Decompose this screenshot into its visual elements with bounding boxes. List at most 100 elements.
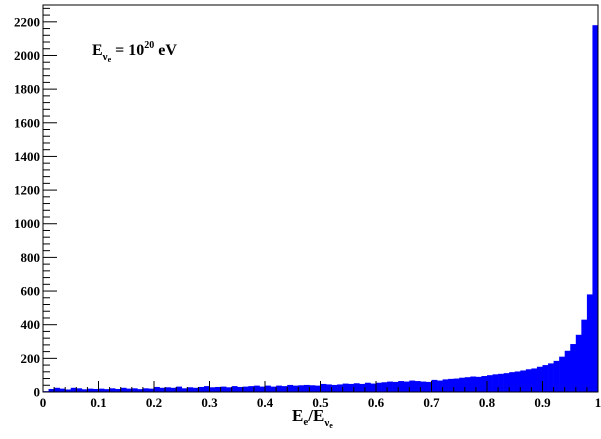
x-tick-label: 0.5 (312, 395, 329, 410)
x-tick-label: 1 (595, 395, 601, 410)
x-label-den-sub1: ν (323, 417, 329, 429)
x-tick-label: 0.9 (534, 395, 551, 410)
histogram-bar (309, 385, 316, 392)
histogram-bar (198, 386, 205, 392)
histogram-bar (170, 387, 177, 392)
histogram-bar (176, 386, 183, 392)
histogram-bar (220, 386, 227, 392)
histogram-bar (259, 386, 266, 392)
x-tick-label: 0.6 (368, 395, 385, 410)
histogram-bar (181, 388, 188, 392)
histogram-bar (253, 385, 260, 392)
histogram-bar (203, 386, 210, 392)
y-tick-label: 1000 (14, 216, 40, 231)
y-tick-label: 1200 (14, 183, 40, 198)
histogram-bar (475, 376, 482, 392)
histogram-bar (398, 381, 405, 392)
histogram-bar (570, 344, 577, 392)
histogram-bar (420, 381, 427, 392)
x-tick-label: 0.7 (423, 395, 440, 410)
histogram-bar (192, 387, 199, 392)
y-tick-label: 200 (21, 351, 41, 366)
annotation-lhs-base: E (92, 42, 103, 59)
histogram-bar (148, 388, 155, 392)
histogram-bar (592, 25, 599, 392)
histogram-bar (320, 383, 327, 392)
histogram-bar (120, 387, 127, 392)
histogram-bar (209, 387, 216, 392)
histogram-bar (215, 386, 221, 392)
annotation-lhs-sub1: ν (102, 51, 108, 63)
ticks-layer (42, 7, 599, 393)
annotation-rhs-unit: eV (154, 42, 177, 59)
histogram-bar (187, 387, 194, 392)
y-tick-label: 800 (21, 250, 41, 265)
histogram-bar (492, 374, 499, 392)
histogram-bar (281, 386, 288, 392)
histogram-bar (359, 383, 366, 392)
histogram-bar (242, 386, 249, 392)
histogram-bar (531, 368, 538, 392)
histogram-bar (376, 382, 382, 392)
histogram-bar (403, 381, 410, 392)
histogram-bar (292, 385, 299, 392)
histogram-bar (442, 379, 449, 392)
histogram-bar (270, 386, 277, 392)
y-tick-label: 2000 (14, 48, 40, 63)
histogram-bar (414, 381, 421, 392)
histogram-bar (409, 380, 416, 392)
x-label-num-sub: e (303, 416, 308, 428)
histogram-bar (142, 388, 149, 392)
histogram-bar (487, 375, 493, 392)
histogram-bar (303, 384, 310, 392)
histogram-bar (387, 381, 393, 392)
histogram-bar (314, 385, 321, 392)
histogram-bar (542, 365, 549, 392)
histogram-bar (437, 380, 443, 392)
histogram-bar (498, 373, 504, 392)
annotation-rhs-sup: 20 (144, 40, 154, 51)
x-label-slash: / (307, 406, 313, 425)
y-tick-label: 1600 (14, 115, 40, 130)
histogram-bar (342, 383, 349, 392)
histogram-bar (287, 384, 294, 392)
histogram-bar (98, 388, 105, 392)
histogram-bar (104, 389, 110, 392)
histogram-bar (54, 387, 60, 392)
y-tick-label: 1800 (14, 82, 40, 97)
histogram-bar (431, 379, 438, 392)
histogram-bar (226, 387, 232, 392)
bars-layer (43, 25, 599, 392)
y-tick-label: 0 (34, 385, 41, 400)
histogram-bar (453, 378, 460, 392)
histogram-bar (425, 381, 432, 392)
histogram-bar (503, 373, 510, 392)
histogram-bar (137, 389, 144, 392)
x-tick-label: 0 (40, 395, 47, 410)
histogram-bar (87, 388, 94, 392)
y-tick-label: 600 (21, 284, 41, 299)
histogram-bar (331, 384, 338, 392)
annotation-rhs-base: = 10 (115, 42, 144, 59)
y-tick-label: 1400 (14, 149, 40, 164)
histogram-bar (126, 388, 133, 392)
histogram-bar (337, 384, 343, 392)
histogram-bar (364, 382, 371, 392)
histogram-bar (370, 383, 377, 392)
histogram-bar (59, 388, 66, 392)
histogram-bar (298, 385, 305, 392)
histogram-bar (559, 356, 565, 392)
histogram-bar (353, 383, 360, 392)
histogram-bar (575, 334, 582, 392)
histogram-bar (536, 366, 543, 392)
histogram-bar (514, 371, 521, 392)
x-tick-label: 0.1 (90, 395, 106, 410)
histogram-bar (76, 388, 83, 392)
x-tick-label: 0.4 (257, 395, 274, 410)
x-tick-label: 0.3 (201, 395, 218, 410)
histogram-bar (481, 376, 488, 392)
histogram-bar (165, 387, 171, 392)
histogram-bar (92, 388, 99, 392)
